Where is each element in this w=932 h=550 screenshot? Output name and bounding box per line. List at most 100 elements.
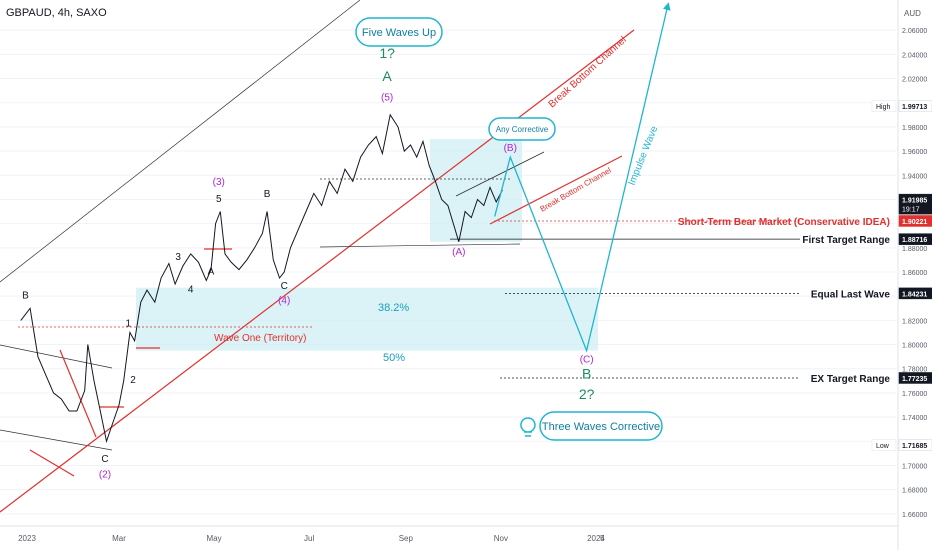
wave-label: B bbox=[22, 291, 29, 302]
x-tick-label: Nov bbox=[494, 534, 508, 543]
price-tag-box bbox=[898, 100, 932, 112]
wave-label: 2? bbox=[579, 386, 595, 402]
break-bottom-channel-line bbox=[0, 29, 635, 513]
three-waves-corrective-callout: Three Waves Corrective bbox=[539, 411, 663, 441]
wave-label: (4) bbox=[278, 295, 290, 306]
projection-path bbox=[494, 2, 671, 353]
price-tag-time: 19:17 bbox=[902, 207, 920, 214]
price-tag-box bbox=[898, 215, 932, 227]
wave-label: 3 bbox=[175, 252, 181, 263]
y-tick-label: 1.96000 bbox=[902, 149, 927, 156]
trend-lines bbox=[0, 0, 800, 513]
symbol-header: GBPAUD, 4h, SAXO bbox=[6, 7, 107, 19]
y-tick-label: 1.98000 bbox=[902, 125, 927, 132]
price-tag-value: 1.99713 bbox=[902, 104, 927, 111]
range-bottom-line bbox=[319, 243, 521, 248]
lightbulb-shape bbox=[520, 417, 536, 433]
five-waves-up-callout-text: Five Waves Up bbox=[362, 27, 436, 39]
price-tag-box bbox=[898, 287, 932, 300]
wave-label: B bbox=[264, 189, 271, 200]
y-tick-label: 2.04000 bbox=[902, 52, 927, 59]
price-tag-box bbox=[898, 193, 932, 215]
x-tick-label: May bbox=[207, 534, 222, 543]
wave-label: 1? bbox=[379, 45, 395, 61]
wave-label: 1 bbox=[126, 318, 132, 329]
target-label: Short-Term Bear Market (Conservative IDE… bbox=[678, 217, 890, 228]
price-line bbox=[20, 113, 503, 444]
three-waves-corrective-callout-text: Three Waves Corrective bbox=[542, 421, 660, 433]
target-label: First Target Range bbox=[802, 235, 890, 246]
any-corrective-callout: Any Corrective bbox=[488, 117, 556, 141]
five-waves-up-callout: Five Waves Up bbox=[355, 17, 443, 47]
wave-connector bbox=[29, 449, 75, 477]
x-tick-label: 2024 bbox=[587, 534, 605, 543]
wave-one-territory-label: Wave One (Territory) bbox=[214, 333, 306, 344]
wave-label: (2) bbox=[99, 470, 111, 481]
price-tag-value: 1.88716 bbox=[902, 237, 927, 244]
any-corrective-callout-box bbox=[488, 117, 556, 141]
y-tick-label: 1.88000 bbox=[902, 246, 927, 253]
price-tag-value: 1.71685 bbox=[902, 443, 927, 450]
y-tick-label: 1.70000 bbox=[902, 463, 927, 470]
y-tick-label: 1.76000 bbox=[902, 391, 927, 398]
three-waves-corrective-callout-box bbox=[539, 411, 663, 441]
range-tag-label: High bbox=[876, 104, 891, 111]
fib-382-label: 38.2% bbox=[378, 302, 409, 314]
lightbulb-icon bbox=[520, 417, 536, 437]
y-tick-label: 2.06000 bbox=[902, 28, 927, 35]
fibonacci-zone bbox=[136, 139, 598, 351]
wave-label: 4 bbox=[188, 285, 194, 296]
x-tick-label: Mar bbox=[112, 534, 126, 543]
fib-50-label: 50% bbox=[383, 352, 405, 364]
y-tick-label: 1.86000 bbox=[902, 270, 927, 277]
fib-zone-rect bbox=[136, 287, 598, 351]
price-tag-value: 1.84231 bbox=[902, 291, 927, 298]
price-tag-box bbox=[898, 372, 932, 384]
wave-label: (5) bbox=[381, 92, 393, 103]
currency-label: AUD bbox=[904, 9, 921, 18]
y-tick-label: 1.82000 bbox=[902, 318, 927, 325]
corrective-zone-rect bbox=[430, 139, 522, 242]
x-tick-label: 2023 bbox=[18, 534, 36, 543]
y-tick-label: 1.68000 bbox=[902, 488, 927, 495]
grid bbox=[0, 0, 899, 550]
range-tag-box bbox=[871, 439, 897, 451]
break-bottom-channel-label: Break Bottom Channel bbox=[547, 35, 629, 111]
lower-channel-line bbox=[0, 429, 113, 451]
wave-label: C bbox=[101, 454, 108, 465]
price-tag-box bbox=[898, 439, 932, 451]
price-axis[interactable]: 2.060002.040002.020002.000001.980001.960… bbox=[678, 28, 932, 519]
price-tag-value: 1.90221 bbox=[902, 219, 927, 226]
wave-label: (C) bbox=[580, 355, 594, 366]
price-tag-box bbox=[898, 233, 932, 245]
wave-label: A bbox=[382, 68, 392, 84]
y-tick-label: 2.02000 bbox=[902, 77, 927, 84]
wave-label: B bbox=[582, 365, 591, 381]
wave-label: C bbox=[281, 281, 288, 292]
wave-label: 2 bbox=[130, 375, 136, 386]
any-corrective-callout-text: Any Corrective bbox=[496, 125, 549, 134]
impulse-wave-label: Impulse Wave bbox=[627, 124, 661, 187]
five-waves-up-callout-box bbox=[355, 17, 443, 47]
range-tag-box bbox=[871, 100, 897, 112]
break-bottom-channel-line-2 bbox=[489, 155, 623, 225]
y-tick-label: 1.80000 bbox=[902, 343, 927, 350]
wave-label: (B) bbox=[504, 143, 517, 154]
y-tick-label: 1.74000 bbox=[902, 415, 927, 422]
upper-channel-line bbox=[0, 0, 361, 283]
x-tick-label: Sep bbox=[399, 534, 414, 543]
price-tag-value: 1.91985 bbox=[902, 198, 927, 205]
y-tick-label: 1.78000 bbox=[902, 367, 927, 374]
range-tag-label: Low bbox=[876, 443, 890, 450]
target-label: EX Target Range bbox=[811, 374, 891, 385]
wave-label: A bbox=[208, 266, 215, 277]
target-label: Equal Last Wave bbox=[811, 289, 891, 300]
lower-channel-line bbox=[0, 344, 113, 369]
y-tick-label: 1.66000 bbox=[902, 512, 927, 519]
break-bottom-channel-label-2: Break Bottom Channel bbox=[539, 166, 613, 214]
price-tag-value: 1.77235 bbox=[902, 376, 927, 383]
wave-label: (3) bbox=[213, 177, 225, 188]
wave-label: (A) bbox=[452, 247, 465, 258]
